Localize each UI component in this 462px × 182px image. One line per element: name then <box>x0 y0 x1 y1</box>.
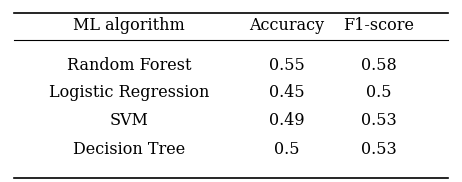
Text: Decision Tree: Decision Tree <box>73 141 185 158</box>
Text: 0.5: 0.5 <box>366 84 392 101</box>
Text: 0.5: 0.5 <box>274 141 299 158</box>
Text: 0.49: 0.49 <box>268 112 304 129</box>
Text: Accuracy: Accuracy <box>249 17 324 34</box>
Text: ML algorithm: ML algorithm <box>73 17 185 34</box>
Text: 0.58: 0.58 <box>361 57 397 74</box>
Text: SVM: SVM <box>110 112 149 129</box>
Text: 0.53: 0.53 <box>361 112 397 129</box>
Text: 0.45: 0.45 <box>268 84 304 101</box>
Text: Logistic Regression: Logistic Regression <box>49 84 210 101</box>
Text: Random Forest: Random Forest <box>67 57 192 74</box>
Text: 0.55: 0.55 <box>268 57 304 74</box>
Text: 0.53: 0.53 <box>361 141 397 158</box>
Text: F1-score: F1-score <box>343 17 414 34</box>
